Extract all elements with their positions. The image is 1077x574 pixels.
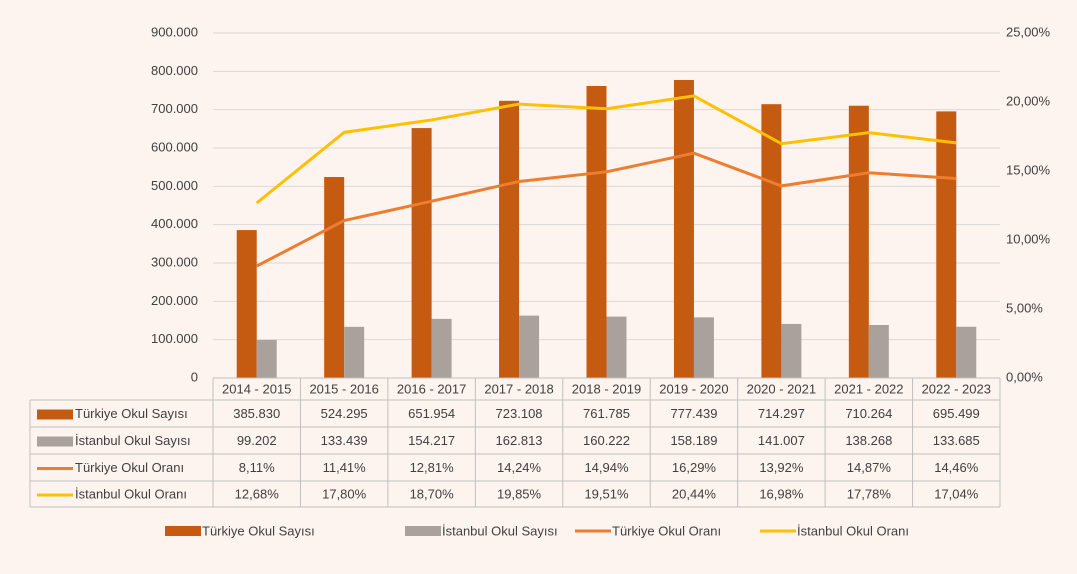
bar [781, 323, 802, 378]
x-tick-label: 2017 - 2018 [484, 381, 553, 396]
table-cell: 141.007 [758, 433, 805, 448]
bar [344, 326, 365, 378]
table-cell: 12,81% [410, 460, 455, 475]
bar [673, 79, 694, 378]
table-cell: 14,46% [934, 460, 979, 475]
table-cell: 99.202 [237, 433, 277, 448]
bar [848, 105, 869, 379]
x-tick-label: 2015 - 2016 [309, 381, 378, 396]
y-tick-label: 200.000 [151, 293, 198, 308]
y2-tick-label: 20,00% [1006, 93, 1051, 108]
table-row-label: İstanbul Okul Oranı [75, 486, 187, 501]
bar [411, 128, 432, 378]
bar [256, 339, 277, 378]
table-cell: 13,92% [759, 460, 804, 475]
bar [936, 111, 957, 378]
y-tick-label: 700.000 [151, 101, 198, 116]
x-tick-label: 2018 - 2019 [572, 381, 641, 396]
y2-tick-label: 5,00% [1006, 300, 1043, 315]
table-cell: 777.439 [670, 406, 717, 421]
bar [586, 85, 607, 378]
table-cell: 761.785 [583, 406, 630, 421]
table-cell: 14,24% [497, 460, 542, 475]
table-row-label: Türkiye Okul Oranı [75, 460, 184, 475]
x-tick-label: 2014 - 2015 [222, 381, 291, 396]
table-cell: 158.189 [670, 433, 717, 448]
table-cell: 14,87% [847, 460, 892, 475]
table-row-label: Türkiye Okul Sayısı [75, 406, 188, 421]
table-cell: 16,29% [672, 460, 717, 475]
table-cell: 19,85% [497, 486, 542, 501]
table-row-label: İstanbul Okul Sayısı [75, 433, 191, 448]
legend-label: İstanbul Okul Sayısı [442, 523, 558, 538]
table-cell: 133.685 [933, 433, 980, 448]
bar [868, 324, 889, 378]
y2-tick-label: 10,00% [1006, 231, 1051, 246]
legend-label: Türkiye Okul Sayısı [202, 523, 315, 538]
bar [499, 100, 520, 379]
table-cell: 160.222 [583, 433, 630, 448]
table-cell: 695.499 [933, 406, 980, 421]
legend-key [37, 409, 73, 420]
bar [693, 317, 714, 378]
legend-key [165, 526, 201, 536]
legend-key [37, 436, 73, 447]
bar [606, 316, 627, 378]
table-cell: 154.217 [408, 433, 455, 448]
bar [761, 104, 782, 378]
y2-tick-label: 15,00% [1006, 162, 1051, 177]
y2-tick-label: 25,00% [1006, 24, 1051, 39]
bar [519, 315, 540, 378]
table-cell: 723.108 [496, 406, 543, 421]
y-tick-label: 0 [191, 369, 198, 384]
x-tick-label: 2021 - 2022 [834, 381, 903, 396]
y-tick-label: 100.000 [151, 331, 198, 346]
table-cell: 20,44% [672, 486, 717, 501]
line [256, 151, 957, 268]
legend-label: Türkiye Okul Oranı [612, 523, 721, 538]
table-cell: 162.813 [496, 433, 543, 448]
table-cell: 16,98% [759, 486, 804, 501]
table-cell: 714.297 [758, 406, 805, 421]
legend-label: İstanbul Okul Oranı [797, 523, 909, 538]
bar [431, 318, 452, 378]
table-cell: 651.954 [408, 406, 455, 421]
y-tick-label: 900.000 [151, 24, 198, 39]
y-tick-label: 500.000 [151, 178, 198, 193]
y-tick-label: 300.000 [151, 254, 198, 269]
table-cell: 524.295 [321, 406, 368, 421]
x-tick-label: 2016 - 2017 [397, 381, 466, 396]
table-cell: 133.439 [321, 433, 368, 448]
y2-tick-label: 0,00% [1006, 369, 1043, 384]
bar [956, 326, 977, 378]
table-cell: 710.264 [845, 406, 892, 421]
table-cell: 12,68% [235, 486, 280, 501]
table-cell: 17,04% [934, 486, 979, 501]
legend-key [405, 526, 441, 536]
x-tick-label: 2019 - 2020 [659, 381, 728, 396]
bar [324, 177, 345, 378]
y-tick-label: 800.000 [151, 63, 198, 78]
table-cell: 18,70% [410, 486, 455, 501]
table-cell: 8,11% [239, 460, 275, 475]
table-cell: 17,78% [847, 486, 892, 501]
table-cell: 11,41% [323, 460, 367, 475]
line [255, 94, 957, 205]
y-tick-label: 400.000 [151, 216, 198, 231]
x-tick-label: 2020 - 2021 [747, 381, 816, 396]
bar [236, 230, 257, 378]
table-cell: 19,51% [584, 486, 629, 501]
table-cell: 138.268 [845, 433, 892, 448]
table-cell: 14,94% [584, 460, 629, 475]
x-tick-label: 2022 - 2023 [922, 381, 991, 396]
y-tick-label: 600.000 [151, 139, 198, 154]
table-cell: 385.830 [233, 406, 280, 421]
table-cell: 17,80% [322, 486, 367, 501]
